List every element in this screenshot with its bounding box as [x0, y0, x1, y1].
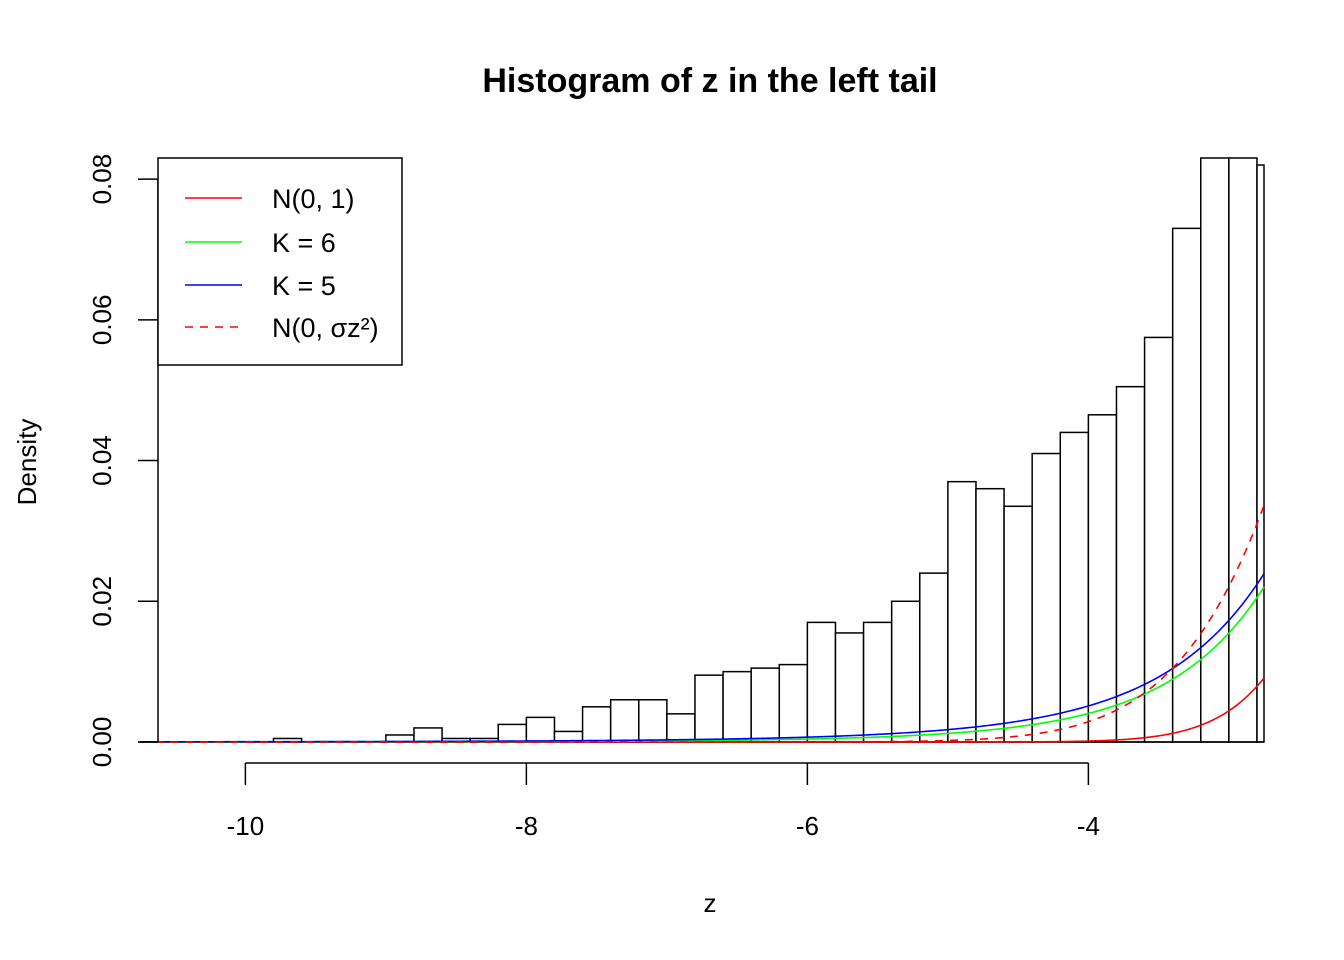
- x-axis: -10 -8 -6 -4: [227, 762, 1100, 841]
- histogram-bar: [497, 723, 528, 743]
- y-tick-label: 0.04: [87, 435, 117, 486]
- histogram-bar: [1256, 164, 1265, 743]
- histogram-bar: [806, 621, 837, 743]
- histogram-bar: [919, 572, 949, 743]
- histogram-bar: [750, 667, 781, 743]
- legend: N(0, 1) K = 6 K = 5 N(0, σz²): [157, 157, 403, 366]
- legend-label-normal: N(0, 1): [272, 184, 355, 214]
- density-curve: [140, 505, 1265, 743]
- histogram-bar: [1143, 336, 1174, 743]
- x-tick-label: -4: [1077, 811, 1100, 841]
- x-tick-label: -8: [515, 811, 538, 841]
- histogram-bar: [834, 632, 865, 743]
- histogram-bar: [1059, 431, 1090, 743]
- y-axis: 0.00 0.02 0.04 0.06 0.08: [87, 154, 159, 768]
- density-curves: [140, 505, 1265, 743]
- histogram-bar: [722, 670, 752, 743]
- histogram-bar: [1200, 157, 1230, 743]
- histogram-bar: [609, 699, 640, 743]
- histogram-bar: [525, 716, 556, 743]
- histogram-bar: [778, 663, 809, 743]
- y-axis-label: Density: [12, 419, 42, 506]
- y-tick-label: 0.06: [87, 295, 117, 346]
- x-tick-label: -10: [227, 811, 265, 841]
- histogram-bar: [947, 480, 977, 743]
- histogram-bar: [1031, 452, 1062, 743]
- histogram-bar: [890, 600, 921, 743]
- legend-label-k6: K = 6: [272, 228, 336, 258]
- histogram-bar: [862, 621, 893, 743]
- y-tick-label: 0.08: [87, 154, 117, 205]
- histogram-bar: [1171, 227, 1202, 743]
- legend-label-normal-sigma: N(0, σz²): [272, 313, 379, 343]
- chart-title: Histogram of z in the left tail: [482, 62, 937, 100]
- histogram-bar: [666, 713, 696, 743]
- x-tick-label: -6: [796, 811, 819, 841]
- y-tick-label: 0.02: [87, 576, 117, 627]
- legend-label-k5: K = 5: [272, 271, 336, 301]
- x-axis-label: z: [704, 888, 717, 918]
- histogram-bar: [975, 487, 1005, 743]
- legend-box: [157, 157, 403, 366]
- histogram-bar: [694, 674, 724, 743]
- histogram-bar: [1087, 414, 1118, 743]
- y-tick-label: 0.00: [87, 717, 117, 768]
- histogram-bar: [638, 699, 668, 743]
- histogram-bar: [1115, 385, 1146, 743]
- histogram-bar: [1003, 505, 1033, 743]
- histogram-bar: [581, 706, 612, 743]
- histogram-bar: [1228, 157, 1258, 743]
- histogram-bar: [413, 727, 443, 743]
